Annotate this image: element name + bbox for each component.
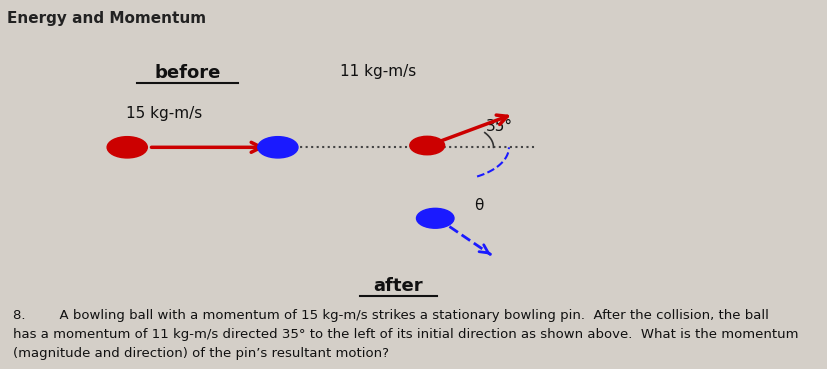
Circle shape <box>417 208 454 228</box>
Circle shape <box>258 137 298 158</box>
Text: θ: θ <box>474 199 484 213</box>
Text: after: after <box>374 277 423 295</box>
Text: 35°: 35° <box>485 118 513 134</box>
Text: 11 kg-m/s: 11 kg-m/s <box>340 64 417 79</box>
Text: before: before <box>155 64 221 82</box>
Text: Energy and Momentum: Energy and Momentum <box>7 11 206 26</box>
Text: 15 kg-m/s: 15 kg-m/s <box>126 107 202 121</box>
Circle shape <box>410 136 445 155</box>
Circle shape <box>108 137 147 158</box>
Text: 8.        A bowling ball with a momentum of 15 kg-m/s strikes a stationary bowli: 8. A bowling ball with a momentum of 15 … <box>13 309 799 360</box>
